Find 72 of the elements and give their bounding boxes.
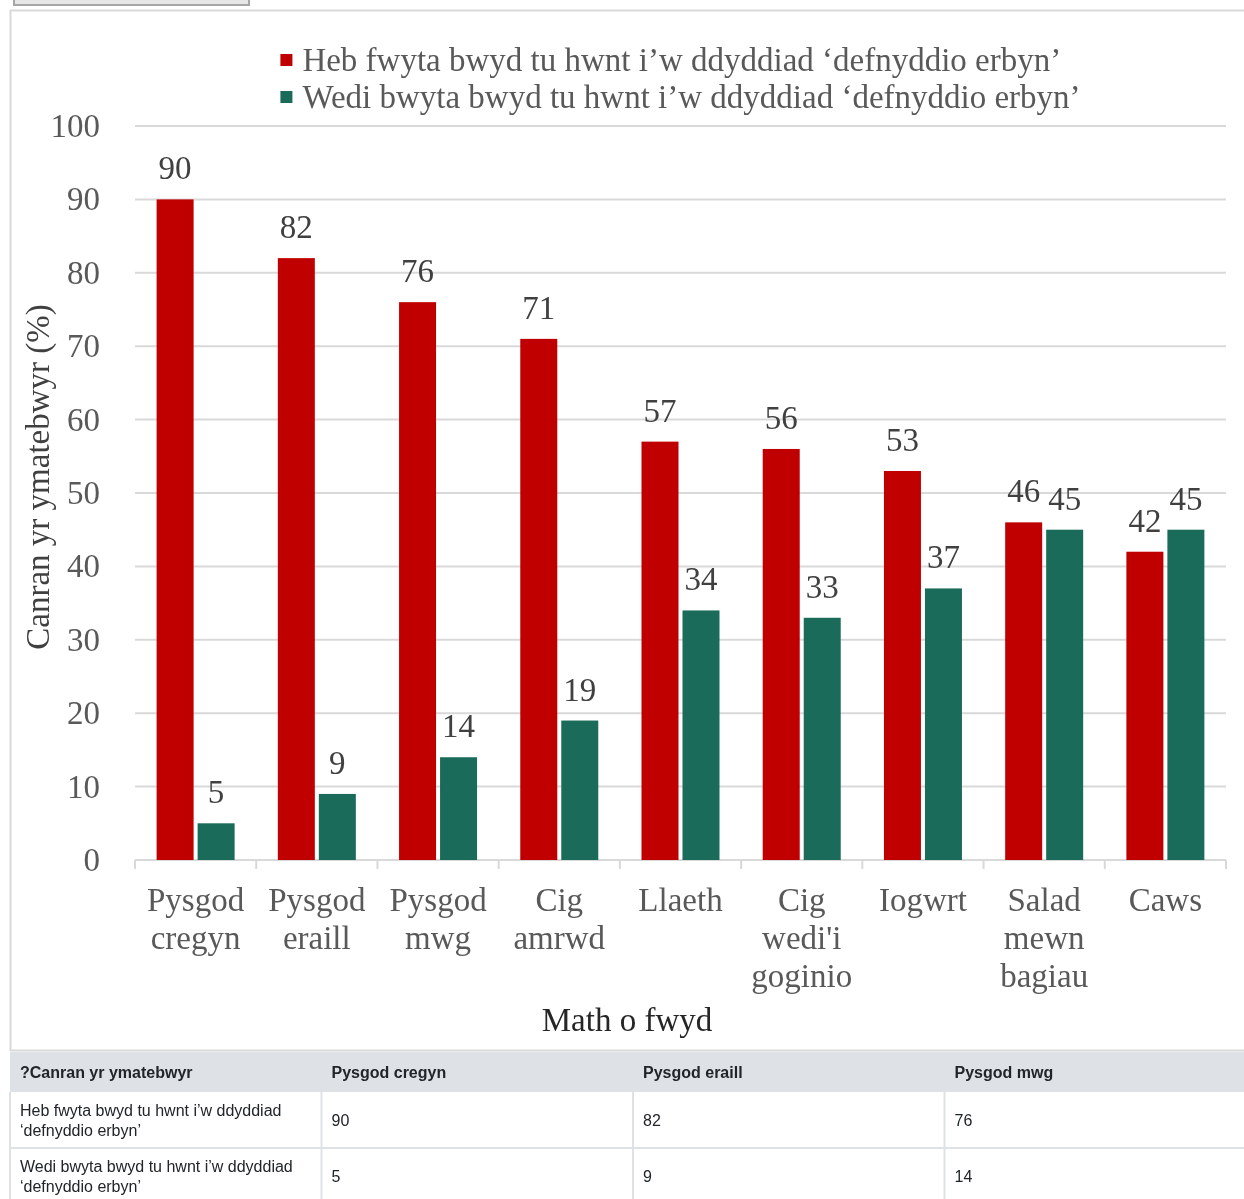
bar bbox=[197, 823, 235, 860]
y-tick-label: 60 bbox=[67, 401, 100, 438]
bar bbox=[803, 617, 841, 860]
category-label: Pysgod mwg bbox=[954, 1064, 1054, 1081]
category-label: Pysgod eraill bbox=[643, 1064, 743, 1081]
data-label: 37 bbox=[926, 539, 960, 576]
data-label: 14 bbox=[442, 708, 476, 745]
y-axis-title: Canran yr ymatebwyr (%) bbox=[20, 304, 57, 650]
x-tick-label: Pysgod cregyn bbox=[147, 882, 245, 956]
y-tick-label: 40 bbox=[67, 548, 100, 585]
x-tick-label: Salad mewn bagiau bbox=[1000, 882, 1089, 994]
bar bbox=[641, 441, 679, 860]
data-label: 82 bbox=[279, 209, 313, 246]
legend-label: Wedi bwyta bwyd tu hwnt i’w ddyddiad ‘defnyddio erbyn’ bbox=[302, 79, 1081, 115]
bar bbox=[440, 757, 478, 860]
y-tick-label: 10 bbox=[67, 768, 100, 805]
x-tick-label: Pysgod mwg bbox=[389, 882, 488, 956]
x-tick-label: Caws bbox=[1128, 882, 1203, 918]
bar bbox=[318, 793, 356, 860]
data-label: 5 bbox=[207, 774, 225, 811]
y-tick-label: 80 bbox=[67, 254, 100, 291]
data-label: 33 bbox=[805, 568, 839, 605]
text: ?Canran yr ymatebwyr bbox=[20, 1064, 193, 1081]
bar bbox=[682, 610, 720, 860]
x-axis-title: Math o fwyd bbox=[541, 1002, 713, 1038]
data-label: 9 bbox=[643, 1168, 652, 1185]
bar bbox=[277, 258, 315, 860]
data-label: 46 bbox=[1007, 473, 1041, 510]
y-tick-label: 100 bbox=[50, 108, 100, 144]
data-label: 9 bbox=[329, 744, 346, 781]
legend-label: Heb fwyta bwyd tu hwnt i’w ddyddiad ‘defnyddio erbyn’ bbox=[302, 42, 1062, 78]
category-label: Pysgod cregyn bbox=[331, 1064, 447, 1081]
data-label: 34 bbox=[684, 561, 718, 598]
bar bbox=[762, 448, 800, 860]
data-label: 76 bbox=[954, 1112, 973, 1129]
data-label: 57 bbox=[643, 392, 677, 429]
x-tick-label: Llaeth bbox=[638, 882, 724, 918]
bar bbox=[156, 199, 194, 860]
bar bbox=[1005, 522, 1043, 860]
bar bbox=[1167, 529, 1205, 860]
x-tick-label: Cig wedi'i goginio bbox=[751, 882, 853, 994]
bar bbox=[924, 588, 962, 860]
data-label: 45 bbox=[1048, 480, 1082, 517]
y-tick-label: 0 bbox=[83, 842, 100, 878]
data-label: 90 bbox=[158, 150, 192, 187]
text: Wedi bwyta bwyd tu hwnt i’w ddyddiad ‘defnyddio erbyn’ bbox=[20, 1158, 293, 1195]
data-label: 19 bbox=[563, 671, 597, 708]
y-tick-label: 90 bbox=[67, 181, 100, 218]
bar bbox=[520, 338, 558, 860]
data-label: 53 bbox=[885, 421, 919, 458]
x-tick-label: Cig amrwd bbox=[513, 882, 606, 956]
bar bbox=[1126, 551, 1164, 860]
x-tick-label: Pysgod eraill bbox=[268, 882, 366, 956]
text: Heb fwyta bwyd tu hwnt i’w ddyddiad ‘defnyddio erbyn’ bbox=[20, 1102, 282, 1139]
y-tick-label: 20 bbox=[67, 695, 100, 732]
y-tick-label: 70 bbox=[67, 328, 100, 365]
bar bbox=[883, 470, 921, 860]
y-tick-label: 30 bbox=[67, 621, 100, 658]
bar bbox=[1046, 529, 1084, 860]
data-label: 45 bbox=[1169, 480, 1203, 517]
data-label: 42 bbox=[1128, 502, 1162, 539]
data-label: 14 bbox=[954, 1168, 973, 1185]
data-label: 90 bbox=[331, 1112, 350, 1129]
bar bbox=[561, 720, 599, 860]
y-tick-label: 50 bbox=[67, 475, 100, 511]
data-label: 82 bbox=[643, 1112, 661, 1129]
data-label: 71 bbox=[522, 289, 556, 326]
data-label: 56 bbox=[764, 399, 798, 436]
x-tick-label: Iogwrt bbox=[878, 882, 967, 918]
data-label: 76 bbox=[401, 253, 435, 290]
data-label: 5 bbox=[331, 1168, 341, 1185]
bar bbox=[399, 302, 437, 860]
